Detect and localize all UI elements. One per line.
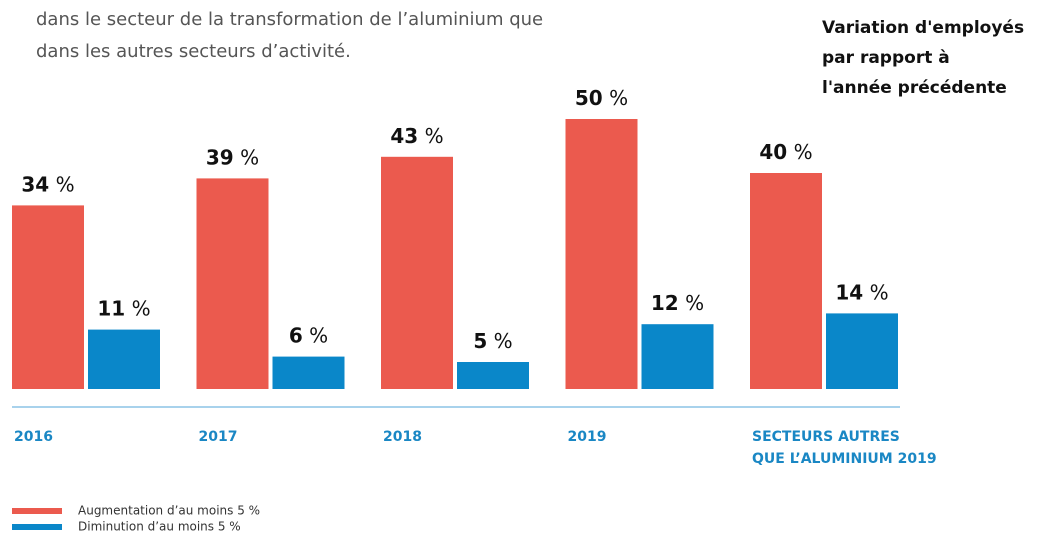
x-tick-label: 2018 — [383, 429, 422, 445]
bar — [826, 313, 898, 389]
value-label: 50 % — [575, 86, 628, 110]
x-tick-label: 2017 — [199, 429, 238, 445]
chart-title: Variation d'employés — [822, 18, 1024, 38]
x-tick-label: 2016 — [14, 429, 53, 445]
bar — [457, 362, 529, 389]
legend-swatch — [12, 524, 62, 530]
intro-line: dans le secteur de la transformation de … — [36, 9, 543, 30]
intro-line: dans les autres secteurs d’activité. — [36, 41, 351, 62]
x-tick-label: SECTEURS AUTRES QUE L’ALUMINIUM 2019 — [752, 429, 937, 467]
bar — [750, 173, 822, 389]
bar — [88, 329, 160, 389]
value-label: 14 % — [835, 280, 888, 304]
value-label: 39 % — [206, 145, 259, 169]
legend-label: Diminution d’au moins 5 % — [78, 520, 241, 534]
bar — [381, 156, 453, 389]
value-label: 6 % — [289, 323, 328, 347]
legend-label: Augmentation d’au moins 5 % — [78, 504, 260, 518]
bar — [196, 178, 269, 389]
value-label: 40 % — [759, 140, 812, 164]
bar — [12, 205, 84, 389]
x-tick-label: 2019 — [568, 429, 607, 445]
legend-swatch — [12, 508, 62, 514]
chart-title: par rapport à — [822, 48, 950, 68]
bar — [565, 119, 638, 389]
chart-title: l'année précédente — [822, 78, 1007, 98]
bar — [272, 356, 345, 389]
value-label: 5 % — [473, 329, 512, 353]
value-label: 12 % — [651, 291, 704, 315]
value-label: 11 % — [97, 296, 150, 320]
bar — [641, 324, 714, 389]
value-label: 34 % — [21, 172, 74, 196]
value-label: 43 % — [390, 123, 443, 147]
